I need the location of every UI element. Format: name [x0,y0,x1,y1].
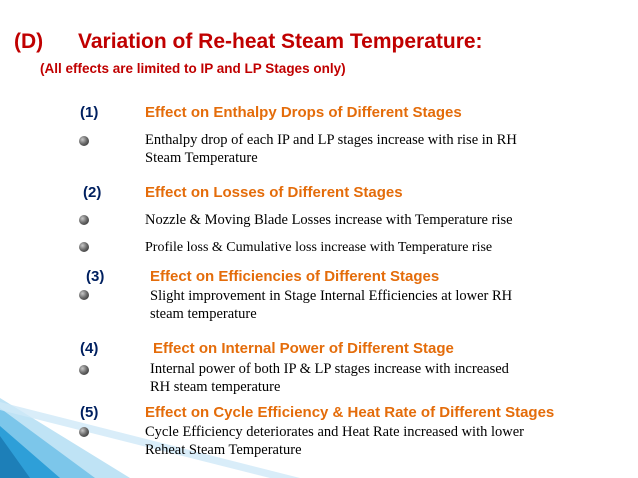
bullet-icon [79,427,89,437]
bullet-icon [79,365,89,375]
item-text-line: RH steam temperature [150,379,281,395]
bullet-icon [79,290,89,300]
item-text-line: Reheat Steam Temperature [145,442,302,458]
title-label: (D) [14,30,44,53]
item-heading: Effect on Losses of Different Stages [145,184,403,201]
item-heading: Effect on Enthalpy Drops of Different St… [145,104,462,121]
page-subtitle: (All effects are limited to IP and LP St… [40,61,346,76]
item-heading: Effect on Internal Power of Different St… [153,340,454,357]
item-text-line: Enthalpy drop of each IP and LP stages i… [145,132,517,148]
item-text-line: Cycle Efficiency deteriorates and Heat R… [145,424,524,440]
item-number: (2) [83,184,102,201]
page-title: Variation of Re-heat Steam Temperature: [78,30,483,53]
item-text-line: Profile loss & Cumulative loss increase … [145,240,493,255]
item-text-line: Slight improvement in Stage Internal Eff… [150,288,513,304]
item-text-line: steam temperature [150,306,257,322]
item-text-line: Steam Temperature [145,150,258,166]
item-number: (5) [80,404,99,421]
item-number: (1) [80,104,99,121]
item-text-line: Internal power of both IP & LP stages in… [150,361,509,377]
item-number: (4) [80,340,99,357]
bullet-icon [79,242,89,252]
corner-decoration [0,398,300,478]
bullet-icon [79,215,89,225]
item-number: (3) [86,268,105,285]
bullet-icon [79,136,89,146]
item-text-line: Nozzle & Moving Blade Losses increase wi… [145,212,513,228]
item-heading: Effect on Efficiencies of Different Stag… [150,268,440,285]
item-heading: Effect on Cycle Efficiency & Heat Rate o… [145,404,555,421]
